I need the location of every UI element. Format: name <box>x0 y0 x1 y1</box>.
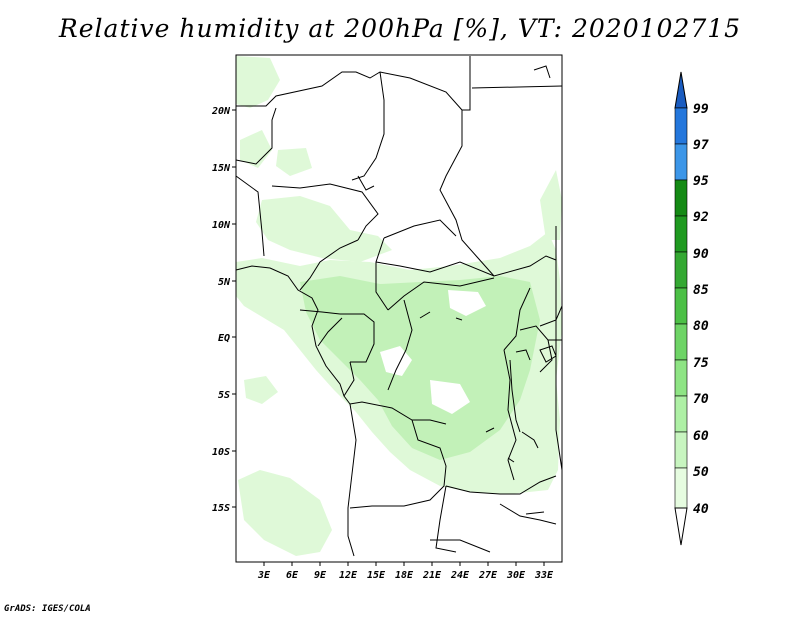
lon-label: 6E <box>286 570 299 581</box>
latitude-axis: 20N 15N 10N 5N EQ 5S 10S 15S <box>211 106 236 514</box>
colorbar-label: 99 <box>693 102 709 117</box>
lon-label: 3E <box>257 570 271 581</box>
humidity-field <box>236 56 562 556</box>
colorbar-segment <box>674 179 688 217</box>
humidity-patch <box>240 130 272 168</box>
colorbar-label: 60 <box>693 429 709 444</box>
lat-label: EQ <box>218 333 230 344</box>
chart-title: Relative humidity at 200hPa [%], VT: 202… <box>58 14 742 43</box>
colorbar-segment <box>674 431 688 469</box>
colorbar-label: 40 <box>693 502 709 517</box>
colorbar-segment <box>674 287 688 325</box>
lon-label: 9E <box>314 570 327 581</box>
humidity-patch <box>540 170 562 240</box>
colorbar-label: 50 <box>693 465 709 480</box>
lon-label: 33E <box>534 570 554 581</box>
colorbar-label: 92 <box>693 210 709 225</box>
colorbar-label: 80 <box>693 319 709 334</box>
colorbar-segment <box>674 323 688 361</box>
credit-text: GrADS: IGES/COLA <box>4 604 91 614</box>
humidity-patch <box>244 376 278 404</box>
colorbar-label: 75 <box>693 356 709 371</box>
humidity-patch <box>256 196 392 262</box>
lat-label: 10N <box>212 220 231 231</box>
colorbar-label: 85 <box>693 283 709 298</box>
colorbar-segment <box>674 395 688 433</box>
colorbar-segment <box>674 215 688 253</box>
longitude-axis: 3E 6E 9E 12E 15E 18E 21E 24E 27E 30E 33E <box>257 562 554 581</box>
humidity-patch <box>236 56 280 108</box>
colorbar-segment <box>674 359 688 397</box>
lat-label: 15N <box>212 163 231 174</box>
colorbar-label: 97 <box>693 138 709 153</box>
lat-label: 10S <box>212 447 230 458</box>
dry-gap <box>448 290 486 316</box>
lon-label: 27E <box>478 570 498 581</box>
lat-label: 5S <box>218 390 230 401</box>
humidity-patch <box>300 276 540 460</box>
humidity-patch <box>276 148 312 176</box>
lat-label: 20N <box>211 106 231 117</box>
humidity-patch <box>238 470 332 556</box>
colorbar-bottom-triangle <box>674 507 688 546</box>
lon-label: 21E <box>422 570 442 581</box>
lat-label: 15S <box>212 503 230 514</box>
colorbar-label: 95 <box>693 174 709 189</box>
lat-label: 5N <box>218 277 231 288</box>
country-borders <box>235 56 563 557</box>
colorbar-segment <box>674 467 688 509</box>
colorbar-segment <box>674 107 688 145</box>
colorbar-top-triangle <box>674 71 688 109</box>
map-frame <box>235 54 563 563</box>
lon-label: 15E <box>367 570 386 581</box>
lon-label: 18E <box>395 570 414 581</box>
lon-label: 12E <box>339 570 358 581</box>
lon-label: 24E <box>450 570 470 581</box>
colorbar-segment <box>674 251 688 289</box>
colorbar-segment <box>674 143 688 181</box>
dry-gap <box>430 380 470 414</box>
colorbar: 99 97 95 92 90 85 80 75 70 60 50 40 <box>674 71 709 546</box>
lon-label: 30E <box>506 570 526 581</box>
colorbar-label: 70 <box>693 392 709 407</box>
colorbar-label: 90 <box>693 247 709 262</box>
